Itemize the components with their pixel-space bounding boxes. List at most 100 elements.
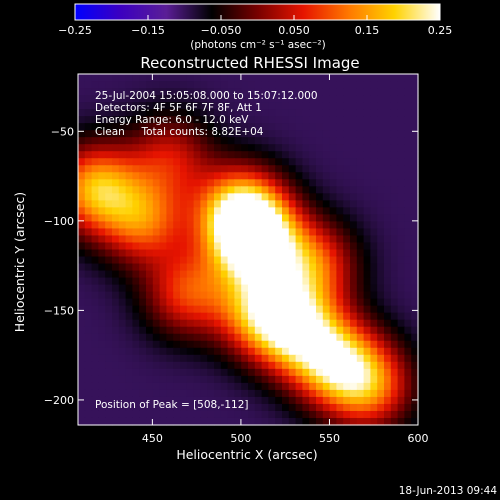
heatmap-cell [350, 74, 358, 82]
heatmap-cell [316, 354, 324, 363]
heatmap-cell [78, 151, 86, 159]
heatmap-cell [180, 389, 188, 398]
heatmap-cell [98, 361, 106, 370]
heatmap-cell [186, 354, 195, 363]
heatmap-cell [84, 172, 93, 180]
heatmap-cell [146, 130, 154, 138]
heatmap-cell [173, 284, 181, 293]
heatmap-cell [159, 263, 167, 272]
heatmap-cell [166, 221, 174, 230]
heatmap-cell [173, 74, 181, 82]
heatmap-cell [343, 417, 351, 426]
heatmap-cell [166, 340, 174, 349]
heatmap-cell [78, 270, 86, 279]
heatmap-cell [220, 305, 229, 314]
heatmap-cell [397, 298, 405, 307]
heatmap-cell [146, 102, 154, 110]
heatmap-cell [166, 249, 174, 258]
heatmap-cell [91, 228, 99, 237]
heatmap-cell [112, 186, 120, 194]
heatmap-cell [125, 382, 133, 391]
heatmap-cell [227, 361, 235, 370]
heatmap-cell [282, 347, 290, 356]
heatmap-cell [227, 207, 235, 215]
heatmap-cell [322, 116, 331, 124]
heatmap-cell [125, 305, 133, 314]
heatmap-cell [125, 151, 133, 159]
heatmap-cell [343, 214, 351, 223]
heatmap-cell [125, 200, 133, 208]
heatmap-cell [275, 361, 283, 370]
heatmap-cell [350, 179, 358, 187]
heatmap-cell [132, 368, 140, 377]
heatmap-cell [356, 242, 365, 251]
heatmap-cell [180, 270, 188, 279]
heatmap-cell [356, 235, 365, 244]
heatmap-cell [363, 193, 371, 201]
heatmap-cell [322, 193, 331, 201]
heatmap-cell [173, 242, 181, 251]
heatmap-cell [356, 74, 365, 82]
heatmap-cell [118, 221, 127, 230]
heatmap-cell [234, 144, 242, 152]
heatmap-cell [275, 326, 283, 335]
heatmap-cell [404, 137, 412, 145]
y-tick-label: −200 [44, 394, 74, 407]
heatmap-cell [322, 95, 331, 103]
heatmap-cell [159, 354, 167, 363]
heatmap-cell [282, 193, 290, 201]
heatmap-cell [159, 417, 167, 426]
heatmap-cell [180, 319, 188, 328]
heatmap-cell [397, 389, 405, 398]
heatmap-cell [241, 116, 249, 124]
heatmap-cell [384, 102, 392, 110]
heatmap-cell [125, 74, 133, 82]
heatmap-cell [384, 95, 392, 103]
heatmap-cell [241, 137, 249, 145]
heatmap-cell [125, 235, 133, 244]
heatmap-cell [254, 102, 263, 110]
heatmap-cell [180, 102, 188, 110]
heatmap-cell [118, 389, 127, 398]
heatmap-cell [261, 109, 269, 117]
heatmap-cell [316, 403, 324, 412]
heatmap-cell [322, 256, 331, 265]
heatmap-cell [214, 137, 222, 145]
heatmap-cell [370, 249, 378, 258]
heatmap-cell [390, 186, 399, 194]
heatmap-cell [227, 277, 235, 286]
heatmap-cell [350, 81, 358, 89]
heatmap-cell [193, 228, 201, 237]
heatmap-cell [316, 298, 324, 307]
heatmap-cell [186, 382, 195, 391]
heatmap-cell [234, 214, 242, 223]
heatmap-cell [125, 158, 133, 166]
heatmap-cell [193, 102, 201, 110]
heatmap-cell [329, 263, 337, 272]
heatmap-cell [309, 340, 317, 349]
heatmap-cell [295, 291, 303, 300]
heatmap-cell [234, 347, 242, 356]
heatmap-cell [370, 263, 378, 272]
heatmap-cell [241, 298, 249, 307]
heatmap-cell [132, 375, 140, 384]
heatmap-cell [282, 235, 290, 244]
heatmap-cell [112, 333, 120, 342]
heatmap-cell [186, 179, 195, 187]
heatmap-cell [241, 284, 249, 293]
heatmap-cell [112, 312, 120, 321]
heatmap-cell [173, 256, 181, 265]
heatmap-cell [139, 137, 147, 145]
heatmap-cell [200, 186, 208, 194]
heatmap-cell [180, 375, 188, 384]
heatmap-cell [384, 151, 392, 159]
heatmap-cell [146, 396, 154, 405]
heatmap-cell [186, 263, 195, 272]
heatmap-cell [118, 74, 127, 82]
heatmap-cell [288, 249, 297, 258]
heatmap-cell [159, 193, 167, 201]
heatmap-cell [91, 277, 99, 286]
heatmap-cell [118, 158, 127, 166]
heatmap-cell [316, 305, 324, 314]
